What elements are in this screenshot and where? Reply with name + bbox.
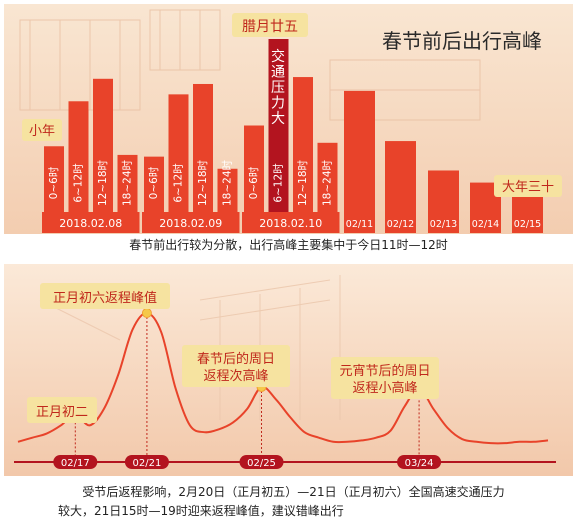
hourly-bar xyxy=(217,168,238,212)
decorative-building-lines xyxy=(19,9,481,121)
day-tick-label: 02/14 xyxy=(472,219,499,230)
hour-tick-label: 0~6时 xyxy=(48,166,60,199)
x-tick-label: 02/21 xyxy=(133,458,162,469)
day-tick-label: 02/11 xyxy=(346,219,373,230)
line-chart: 02/17 02/21 02/25 03/24正月初二正月初六返程峰值春节后的周日返程… xyxy=(14,283,556,469)
hourly-bar xyxy=(168,94,189,212)
hour-tick-label: 6~12时 xyxy=(273,163,285,203)
line-chart-caption-line-2: 较大，21日15时—19时迎来返程峰值，建议错峰出行 xyxy=(58,504,344,518)
bar-chart-caption: 春节前出行较为分散，出行高峰主要集中于今日11时—12时 xyxy=(129,238,448,252)
annotation-box xyxy=(331,357,439,399)
annotation-label-vertical-char: 力 xyxy=(271,96,285,112)
hourly-bar xyxy=(293,77,313,212)
hourly-bar xyxy=(317,142,338,212)
bar-chart: 2018.02.080~6时 6~12时 12~18时 18~24时2018.02.0… xyxy=(22,13,562,233)
daily-bar xyxy=(512,192,543,212)
annotation-box xyxy=(27,397,97,423)
hourly-bar xyxy=(144,156,164,212)
hour-tick-label: 18~24时 xyxy=(222,159,234,206)
x-tick-pill xyxy=(124,455,169,469)
annotation-box xyxy=(494,175,562,197)
date-band xyxy=(242,212,340,233)
hour-tick-label: 18~24时 xyxy=(322,159,334,206)
date-label: 2018.02.08 xyxy=(59,217,122,230)
annotation-label: 大年三十 xyxy=(502,180,554,195)
hour-tick-label: 12~18时 xyxy=(97,159,109,206)
date-label: 2018.02.09 xyxy=(159,217,222,230)
date-band xyxy=(512,212,543,233)
annotation-label: 返程次高峰 xyxy=(203,368,268,384)
annotation-label: 返程小高峰 xyxy=(352,380,417,396)
annotation-label: 小年 xyxy=(29,124,55,139)
day-tick-label: 02/15 xyxy=(514,219,541,230)
daily-bar xyxy=(344,90,375,212)
daily-bar xyxy=(428,170,459,212)
hourly-bar xyxy=(44,146,64,212)
hour-tick-label: 12~18时 xyxy=(197,159,209,206)
annotation-label-vertical-char: 压 xyxy=(271,80,285,96)
hour-tick-label: 6~12时 xyxy=(73,163,85,203)
annotation-label: 春节后的周日 xyxy=(197,351,275,367)
annotation-box xyxy=(182,345,290,387)
date-band xyxy=(385,212,416,233)
line-chart-caption-line-1: 受节后返程影响，2月20日（正月初五）—21日（正月初六）全国高速交通压力 xyxy=(82,485,505,499)
chart-title: 春节前后出行高峰 xyxy=(382,29,542,53)
hourly-bar xyxy=(193,83,213,212)
annotation-label: 腊月廿五 xyxy=(242,19,298,35)
hourly-bar xyxy=(93,78,113,212)
x-tick-pill xyxy=(239,455,284,469)
x-tick-label: 03/24 xyxy=(405,458,434,469)
date-label: 2018.02.10 xyxy=(259,217,322,230)
x-tick-label: 02/17 xyxy=(61,458,90,469)
annotation-label-vertical-char: 大 xyxy=(271,111,285,127)
day-tick-label: 02/12 xyxy=(387,219,414,230)
annotation-label: 正月初二 xyxy=(36,405,88,420)
hour-tick-label: 0~6时 xyxy=(248,166,260,199)
x-tick-pill xyxy=(53,455,98,469)
date-band xyxy=(470,212,501,233)
date-band xyxy=(42,212,140,233)
date-band xyxy=(428,212,459,233)
annotation-label-vertical-char: 交 xyxy=(271,48,285,65)
annotation-label: 元宵节后的周日 xyxy=(339,363,430,379)
hour-tick-label: 6~12时 xyxy=(173,163,185,203)
hour-tick-label: 18~24时 xyxy=(122,159,134,206)
hourly-bar xyxy=(68,101,89,212)
date-band xyxy=(142,212,240,233)
hourly-bar xyxy=(268,39,289,212)
hour-tick-label: 0~6时 xyxy=(148,166,160,199)
day-tick-label: 02/13 xyxy=(430,219,457,230)
series-line xyxy=(17,312,549,445)
annotation-label: 正月初六返程峰值 xyxy=(53,290,157,306)
peak-marker xyxy=(141,308,152,318)
annotation-label-vertical-char: 通 xyxy=(271,65,285,81)
hourly-bar xyxy=(117,154,138,212)
x-tick-label: 02/25 xyxy=(247,458,276,469)
annotation-box xyxy=(232,13,308,37)
hourly-bar xyxy=(244,125,264,212)
x-tick-pill xyxy=(397,455,442,469)
annotation-box xyxy=(40,283,170,309)
annotation-box xyxy=(22,119,62,141)
date-band xyxy=(344,212,375,233)
hour-tick-label: 12~18时 xyxy=(297,159,309,206)
daily-bar xyxy=(385,141,416,212)
